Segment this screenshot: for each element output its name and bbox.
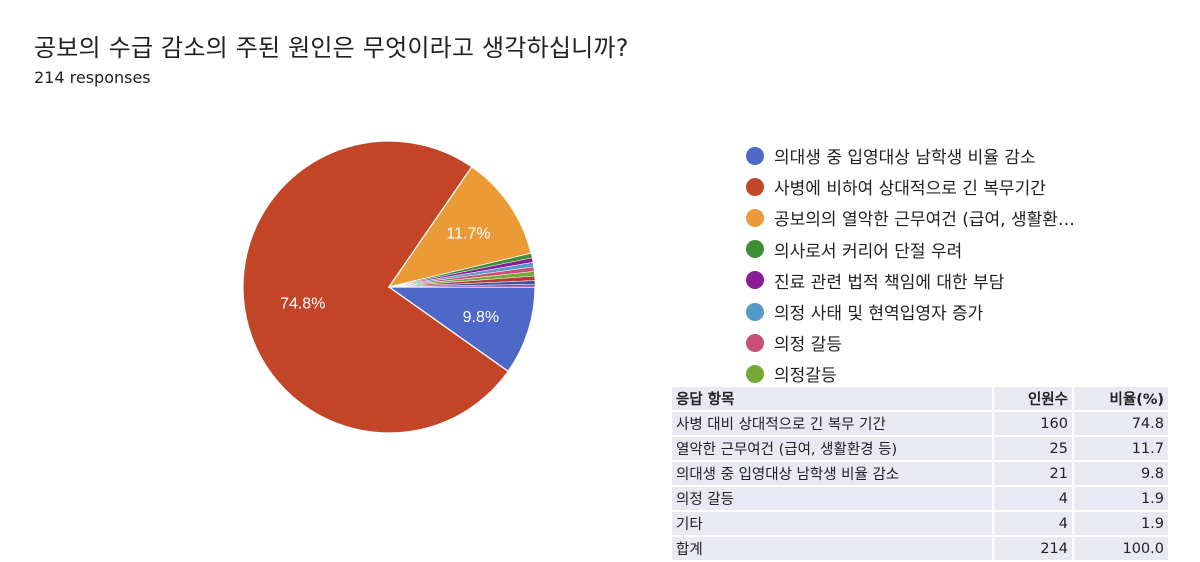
response-count: 214 responses [34,68,151,87]
pie-labels: 9.8% 74.8% 11.7% [280,226,499,327]
legend-dot-icon [746,302,764,321]
cell-item: 기타 [670,510,994,537]
legend-item[interactable]: 의정 사태 및 현역입영자 증가 [746,296,1075,327]
pie-slice[interactable] [388,283,536,288]
cell-count: 25 [992,435,1074,462]
legend-dot-icon [746,240,764,259]
header-percent: 비율(%) [1072,385,1170,412]
cell-percent: 1.9 [1072,510,1170,537]
legend-item[interactable]: 의정 갈등 [746,327,1075,358]
cell-count: 214 [992,535,1074,562]
legend-dot-icon [746,146,764,165]
legend-dot-icon [746,271,764,290]
legend-label: 의정 갈등 [774,335,842,356]
legend-label: 의정갈등 [774,366,837,387]
legend-dot-icon [746,208,764,227]
cell-count: 21 [992,460,1074,487]
table-row: 의정 갈등 4 1.9 [670,485,1170,512]
header-count: 인원수 [992,385,1074,412]
legend-item[interactable]: 사병에 비하여 상대적으로 긴 복무기간 [746,171,1075,202]
legend-item[interactable]: 의사로서 커리어 단절 우려 [746,234,1075,265]
legend-item[interactable]: 의정갈등 [746,358,1075,389]
cell-item: 의대생 중 입영대상 남학생 비율 감소 [670,460,994,487]
cell-count: 4 [992,485,1074,512]
slice-percent-label: 74.8% [280,295,325,312]
pie-slices [242,140,536,434]
cell-percent: 74.8 [1072,410,1170,437]
legend-label: 공보의의 열악한 근무여건 (급여, 생활환… [774,210,1075,231]
legend-label: 진료 관련 법적 책임에 대한 부담 [774,272,1005,293]
legend-item[interactable]: 진료 관련 법적 책임에 대한 부담 [746,265,1075,296]
question-title: 공보의 수급 감소의 주된 원인은 무엇이라고 생각하십니까? [34,34,629,62]
legend-label: 의정 사태 및 현역입영자 증가 [774,304,984,325]
cell-item: 열악한 근무여건 (급여, 생활환경 등) [670,435,994,462]
chart-legend: 의대생 중 입영대상 남학생 비율 감소 사병에 비하여 상대적으로 긴 복무기… [746,140,1075,390]
table-row: 의대생 중 입영대상 남학생 비율 감소 21 9.8 [670,460,1170,487]
legend-label: 의사로서 커리어 단절 우려 [774,241,963,262]
table-total-row: 합계 214 100.0 [670,535,1170,562]
legend-dot-icon [746,177,764,196]
legend-item[interactable]: 의대생 중 입영대상 남학생 비율 감소 [746,140,1075,171]
cell-count: 4 [992,510,1074,537]
cell-item: 의정 갈등 [670,485,994,512]
summary-table: 응답 항목 인원수 비율(%) 사병 대비 상대적으로 긴 복무 기간 160 … [670,385,1170,562]
table-header-row: 응답 항목 인원수 비율(%) [670,385,1170,412]
pie-slice[interactable] [387,165,532,288]
table-row: 기타 4 1.9 [670,510,1170,537]
cell-count: 160 [992,410,1074,437]
table-row: 열악한 근무여건 (급여, 생활환경 등) 25 11.7 [670,435,1170,462]
legend-dot-icon [746,364,764,383]
cell-percent: 11.7 [1072,435,1170,462]
pie-slice[interactable] [387,286,536,373]
legend-label: 의대생 중 입영대상 남학생 비율 감소 [774,148,1036,169]
cell-percent: 100.0 [1072,535,1170,562]
table-row: 사병 대비 상대적으로 긴 복무 기간 160 74.8 [670,410,1170,437]
legend-label: 사병에 비하여 상대적으로 긴 복무기간 [774,179,1046,200]
slice-percent-label: 9.8% [463,309,499,326]
cell-item: 사병 대비 상대적으로 긴 복무 기간 [670,410,994,437]
header-item: 응답 항목 [670,385,994,412]
legend-dot-icon [746,333,764,352]
cell-item: 합계 [670,535,994,562]
cell-percent: 9.8 [1072,460,1170,487]
cell-percent: 1.9 [1072,485,1170,512]
slice-percent-label: 11.7% [446,226,490,243]
pie-slice[interactable] [242,140,510,434]
legend-item[interactable]: 공보의의 열악한 근무여건 (급여, 생활환… [746,202,1075,233]
